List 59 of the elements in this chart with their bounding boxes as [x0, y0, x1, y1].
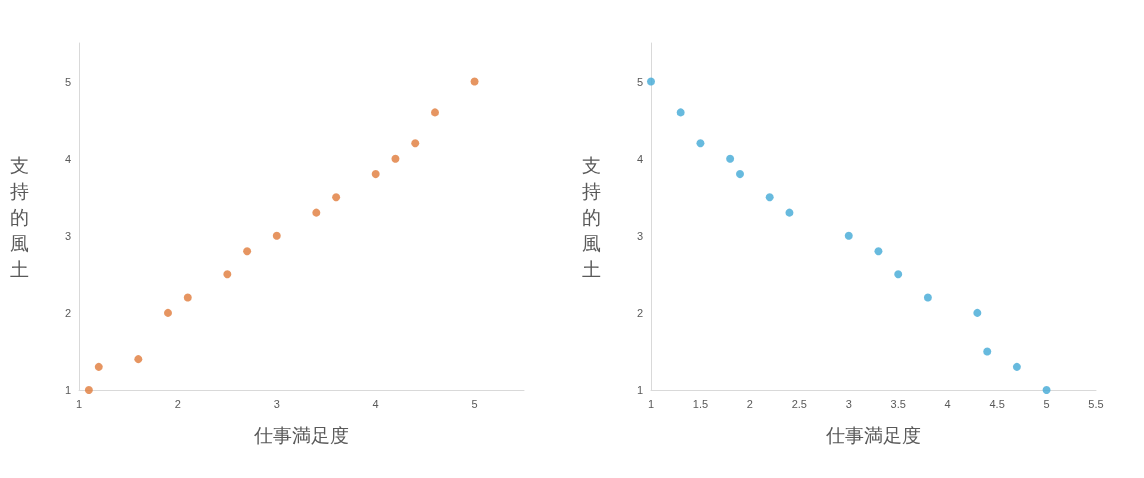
- point: [312, 208, 321, 217]
- point: [696, 139, 705, 148]
- x-tick-label: 2.5: [791, 397, 807, 410]
- x-tick-label: 5.5: [1088, 397, 1104, 410]
- point: [470, 77, 479, 86]
- point: [874, 247, 883, 256]
- y-tick-label: 1: [64, 384, 71, 396]
- point: [134, 355, 143, 364]
- x-tick-label: 5: [471, 397, 478, 410]
- y-axis-title: 支持的風土: [582, 153, 601, 280]
- x-tick-label: 2: [174, 397, 181, 410]
- y-tick-label: 2: [636, 306, 643, 319]
- point: [1042, 386, 1051, 394]
- point: [973, 308, 982, 317]
- y-tick-label: 3: [636, 229, 643, 242]
- point: [647, 77, 655, 86]
- y-tick-label: 2: [64, 306, 71, 319]
- x-tick-label: 1: [75, 397, 83, 410]
- point: [785, 208, 794, 217]
- x-tick-label: 3: [273, 397, 280, 410]
- point: [223, 270, 232, 279]
- y-tick-label: 1: [636, 384, 643, 396]
- point: [411, 139, 420, 148]
- point: [894, 270, 903, 279]
- point: [736, 170, 744, 179]
- x-tick-label: 3.5: [890, 397, 906, 410]
- x-axis-title: 仕事満足度: [253, 424, 349, 446]
- y-tick-label: 5: [64, 75, 71, 88]
- y-tick-label: 4: [64, 152, 71, 165]
- x-tick-label: 4: [372, 397, 379, 410]
- point: [431, 108, 439, 117]
- x-tick-label: 4: [944, 397, 951, 410]
- point: [726, 154, 735, 163]
- point: [844, 231, 853, 240]
- x-tick-label: 5: [1043, 397, 1050, 410]
- x-axis-title: 仕事満足度: [825, 424, 921, 446]
- point: [1012, 362, 1021, 371]
- point: [765, 193, 774, 202]
- point: [923, 293, 932, 302]
- point: [94, 362, 103, 371]
- point: [676, 108, 685, 117]
- y-axis-title: 支持的風土: [10, 153, 29, 280]
- y-tick-label: 3: [64, 229, 71, 242]
- point: [272, 231, 281, 240]
- point: [332, 193, 341, 202]
- x-tick-label: 1.5: [692, 397, 709, 410]
- x-tick-label: 4.5: [989, 397, 1005, 410]
- x-tick-label: 3: [845, 397, 852, 410]
- y-tick-label: 4: [636, 152, 643, 165]
- y-tick-label: 5: [636, 75, 643, 88]
- x-tick-label: 2: [746, 397, 753, 410]
- point: [371, 170, 380, 179]
- x-tick-label: 1: [647, 397, 655, 410]
- point: [84, 386, 93, 394]
- point: [164, 308, 172, 317]
- point: [183, 293, 192, 302]
- point: [243, 247, 252, 256]
- point: [983, 347, 992, 356]
- point: [391, 154, 400, 163]
